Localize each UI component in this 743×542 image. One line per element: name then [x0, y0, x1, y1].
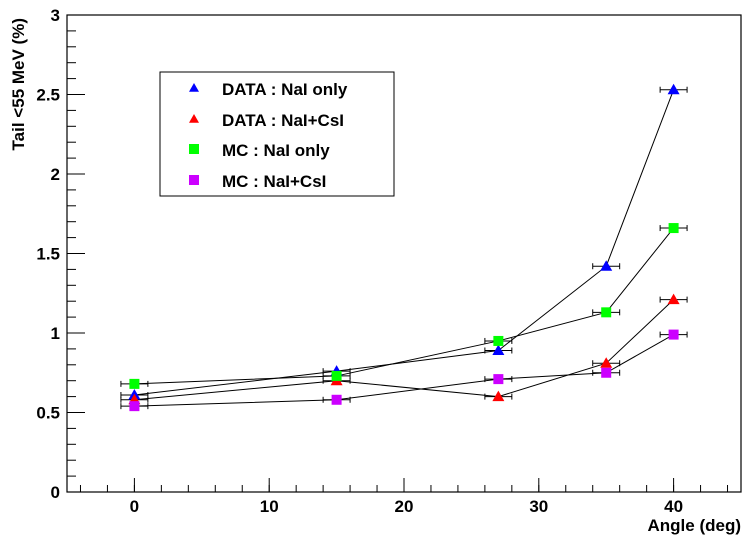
- error-bars: [120, 86, 688, 410]
- data-point-square: [189, 144, 199, 154]
- y-tick-label: 2: [51, 165, 60, 184]
- data-point-square: [493, 374, 504, 385]
- x-tick-label: 10: [260, 497, 279, 516]
- data-point-square: [331, 394, 342, 405]
- x-tick-label: 30: [529, 497, 548, 516]
- data-point-square: [331, 370, 342, 381]
- data-point-triangle: [600, 357, 613, 368]
- x-axis-title: Angle (deg): [648, 516, 742, 535]
- data-point-triangle: [600, 260, 613, 271]
- data-point-triangle: [667, 293, 680, 305]
- data-point-triangle: [189, 114, 199, 123]
- legend-entries: DATA : NaI only DATA : NaI+CsI MC : NaI on…: [189, 80, 348, 191]
- legend-label: DATA : NaI only: [222, 80, 348, 99]
- data-point-square: [129, 378, 140, 389]
- major-ticks: [67, 14, 675, 493]
- data-point-triangle: [492, 390, 505, 402]
- legend: DATA : NaI only DATA : NaI+CsI MC : NaI on…: [159, 71, 395, 197]
- data-point-square: [668, 329, 679, 340]
- y-tick-label: 0.5: [36, 404, 60, 423]
- data-point-square: [189, 175, 199, 185]
- data-point-square: [601, 307, 612, 318]
- legend-label: DATA : NaI+CsI: [222, 111, 344, 130]
- y-tick-label: 1: [51, 324, 60, 343]
- y-tick-label: 2.5: [36, 86, 60, 105]
- minor-ticks: [67, 30, 729, 492]
- data-point-triangle: [667, 83, 680, 95]
- data-point-square: [129, 401, 140, 412]
- legend-label: MC : NaI+CsI: [222, 172, 326, 191]
- y-axis-title: Tail <55 MeV (%): [9, 18, 28, 150]
- y-tick-label: 1.5: [36, 245, 60, 264]
- x-tick-label: 20: [395, 497, 414, 516]
- data-point-square: [601, 367, 612, 378]
- data-point-square: [668, 223, 679, 234]
- y-tick-labels: 0 0.5 1 1.5 2 2.5 3: [36, 6, 60, 502]
- data-point-square: [493, 335, 504, 346]
- x-tick-label: 40: [664, 497, 683, 516]
- data-point-triangle: [492, 344, 505, 355]
- x-tick-label: 0: [130, 497, 139, 516]
- series-points: [128, 83, 680, 412]
- y-tick-label: 0: [51, 483, 60, 502]
- y-tick-label: 3: [51, 6, 60, 25]
- data-point-triangle: [189, 83, 199, 92]
- legend-label: MC : NaI only: [222, 141, 330, 160]
- x-tick-labels: 0 10 20 30 40: [130, 497, 683, 516]
